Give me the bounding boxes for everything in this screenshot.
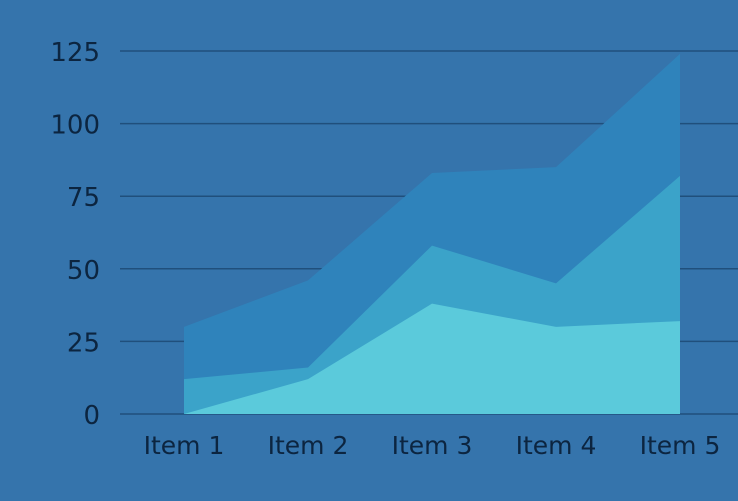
y-tick-label-25: 25 (67, 328, 100, 358)
y-tick-label-125: 125 (50, 38, 100, 68)
x-axis-ticks: Item 1 Item 2 Item 3 Item 4 Item 5 (144, 431, 721, 460)
area-series-1 (184, 303, 680, 414)
x-tick-label-3: Item 3 (392, 431, 473, 460)
x-tick-label-4: Item 4 (516, 431, 597, 460)
y-tick-label-50: 50 (67, 256, 100, 286)
y-axis-ticks: 0 25 50 75 100 125 (50, 38, 100, 431)
x-tick-label-1: Item 1 (144, 431, 225, 460)
x-tick-label-2: Item 2 (268, 431, 349, 460)
y-tick-label-100: 100 (50, 111, 100, 141)
area-series (184, 53, 680, 415)
y-tick-label-0: 0 (83, 401, 100, 431)
x-tick-label-5: Item 5 (640, 431, 721, 460)
y-tick-label-75: 75 (67, 183, 100, 213)
